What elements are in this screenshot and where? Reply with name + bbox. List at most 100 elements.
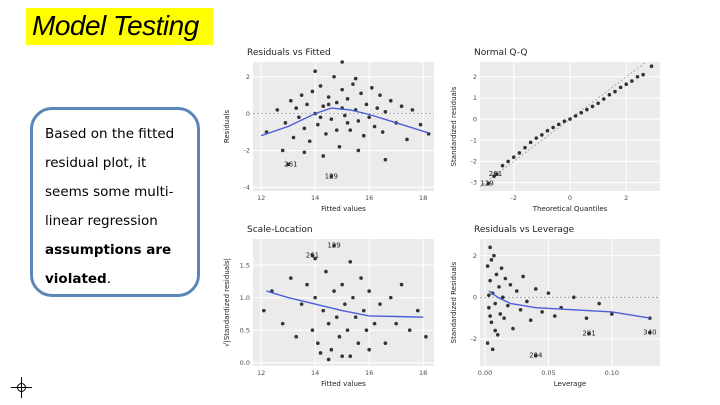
- data-point: [540, 310, 544, 314]
- data-point: [597, 301, 601, 306]
- data-point: [297, 115, 301, 120]
- data-point: [326, 102, 331, 107]
- data-point: [493, 328, 498, 333]
- callout-line: Based on the fitted: [45, 126, 175, 142]
- reference-line: [479, 61, 647, 188]
- chart-svg: -2 0 2 -3 -2 -1 0 1 2 261 129 Normal Q-Q Theoretical…: [448, 42, 666, 217]
- y-tick-label: -1: [471, 136, 477, 144]
- title-highlight: Model Testing: [26, 8, 213, 45]
- y-tick-label: -3: [471, 179, 477, 187]
- data-point: [291, 135, 296, 140]
- data-point: [299, 302, 304, 306]
- y-axis-label: Residuals: [223, 110, 231, 144]
- data-point: [572, 295, 576, 300]
- data-point: [562, 119, 567, 124]
- data-point: [321, 154, 326, 158]
- data-point: [546, 291, 551, 295]
- data-point: [364, 102, 369, 107]
- data-point: [534, 136, 539, 140]
- data-point: [635, 75, 640, 79]
- data-point: [641, 72, 645, 77]
- data-point: [294, 106, 299, 110]
- data-point: [351, 295, 355, 300]
- callout-bold-text: violated: [45, 271, 107, 287]
- plot-title: Residuals vs Leverage: [474, 225, 575, 235]
- point-annotation: 281: [582, 330, 595, 338]
- data-point: [556, 122, 561, 127]
- data-point: [394, 321, 398, 326]
- data-point: [356, 341, 361, 346]
- data-point: [533, 287, 538, 291]
- data-point: [324, 269, 328, 274]
- panel-background: [480, 239, 660, 366]
- data-point: [486, 181, 491, 186]
- chart-svg: 0.00 0.05 0.10 -2 0 2 340 281 284 Residuals vs Le…: [448, 219, 666, 392]
- data-point: [316, 122, 320, 127]
- data-point: [511, 155, 516, 159]
- y-tick-label: 0.5: [240, 326, 250, 334]
- data-point: [579, 110, 584, 115]
- data-point: [584, 316, 589, 320]
- data-point: [380, 130, 385, 134]
- data-point: [275, 108, 280, 112]
- x-tick-label: 16: [365, 369, 373, 377]
- data-point: [367, 347, 371, 352]
- data-point: [499, 266, 504, 270]
- data-point: [332, 289, 336, 293]
- data-point: [348, 354, 353, 359]
- smooth-line: [488, 290, 651, 319]
- plot-residuals-vs-leverage: 0.00 0.05 0.10 -2 0 2 340 281 284 Residuals vs Le…: [448, 219, 666, 392]
- data-point: [487, 305, 491, 310]
- callout-bold-text: assumptions are: [45, 242, 172, 258]
- x-tick-label: 0.05: [541, 369, 555, 377]
- x-axis-label: Theoretical Quantiles: [532, 205, 608, 213]
- x-tick-label: 0.10: [605, 369, 619, 377]
- y-tick-label: 1.0: [240, 294, 250, 302]
- data-point: [514, 289, 519, 293]
- point-annotation: 284: [529, 352, 543, 360]
- data-point: [318, 115, 323, 120]
- slide-title: Model Testing: [32, 10, 199, 41]
- data-point: [289, 276, 293, 280]
- data-point: [361, 308, 366, 313]
- data-point: [329, 174, 334, 179]
- y-tick-label: 0.0: [240, 359, 250, 367]
- data-point: [348, 128, 353, 132]
- data-point: [367, 289, 371, 293]
- x-tick-label: 2: [624, 194, 628, 202]
- data-point: [495, 332, 500, 337]
- data-point: [318, 351, 323, 355]
- data-point: [383, 157, 388, 162]
- panel-background: [253, 62, 434, 191]
- point-annotation: 261: [306, 251, 319, 259]
- diagnostic-plots-figure: 12 14 16 18 -4 -2 0 2 261 129 Residuals vs Fitted F…: [221, 42, 666, 392]
- data-point: [601, 97, 606, 101]
- chart-svg: 12 14 16 18 -4 -2 0 2 261 129 Residuals vs Fitted F…: [221, 42, 440, 217]
- plot-title: Scale-Location: [247, 225, 313, 235]
- data-point: [506, 159, 510, 164]
- data-point: [345, 328, 350, 332]
- callout-line: linear regression: [45, 213, 158, 229]
- data-point: [332, 74, 336, 79]
- plot-title: Residuals vs Fitted: [247, 48, 331, 58]
- data-point: [310, 328, 315, 332]
- x-axis-label: Fitted values: [321, 380, 366, 388]
- panel-background: [253, 239, 434, 366]
- x-axis-label: Fitted values: [321, 205, 366, 213]
- data-point: [340, 87, 344, 92]
- smooth-line: [260, 107, 429, 137]
- x-tick-label: 14: [311, 369, 319, 377]
- y-tick-label: 1.5: [240, 261, 250, 269]
- data-point: [321, 308, 326, 313]
- x-tick-label: 14: [311, 194, 319, 202]
- data-point: [334, 128, 339, 132]
- data-point: [648, 330, 652, 335]
- y-tick-label: 2: [473, 73, 477, 81]
- point-annotation: 129: [480, 180, 493, 188]
- data-point: [405, 137, 409, 142]
- data-point: [321, 104, 326, 109]
- data-point: [307, 139, 312, 144]
- plot-normal-qq: -2 0 2 -3 -2 -1 0 1 2 261 129 Normal Q-Q Theoretical…: [448, 42, 666, 217]
- data-point: [378, 302, 382, 306]
- data-point: [485, 341, 490, 345]
